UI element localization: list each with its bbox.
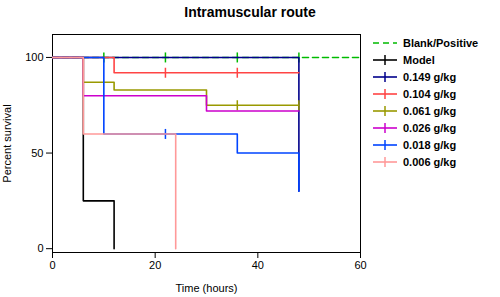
svg-text:60: 60: [354, 259, 366, 271]
svg-text:50: 50: [31, 147, 43, 159]
svg-text:Time (hours): Time (hours): [176, 282, 238, 294]
html-text:Model: Model: [403, 53, 435, 66]
svg-text:20: 20: [149, 259, 161, 271]
html-text:Blank/Positive: Blank/Positive: [403, 36, 479, 49]
html-text:0.104 g/kg: 0.104 g/kg: [403, 87, 457, 100]
svg-text:100: 100: [25, 51, 43, 63]
html-text:0.026 g/kg: 0.026 g/kg: [403, 121, 457, 134]
svg-text:0: 0: [37, 242, 43, 254]
html-text:Intramuscular route: Intramuscular route: [184, 4, 316, 20]
html-text:0.006 g/kg: 0.006 g/kg: [403, 155, 457, 168]
html-text:0.018 g/kg: 0.018 g/kg: [403, 138, 457, 151]
html-text:0.149 g/kg: 0.149 g/kg: [403, 70, 457, 83]
svg-text:Percent survival: Percent survival: [1, 104, 13, 182]
svg-text:0: 0: [49, 259, 55, 271]
html-text:0.061 g/kg: 0.061 g/kg: [403, 104, 457, 117]
svg-text:40: 40: [252, 259, 264, 271]
